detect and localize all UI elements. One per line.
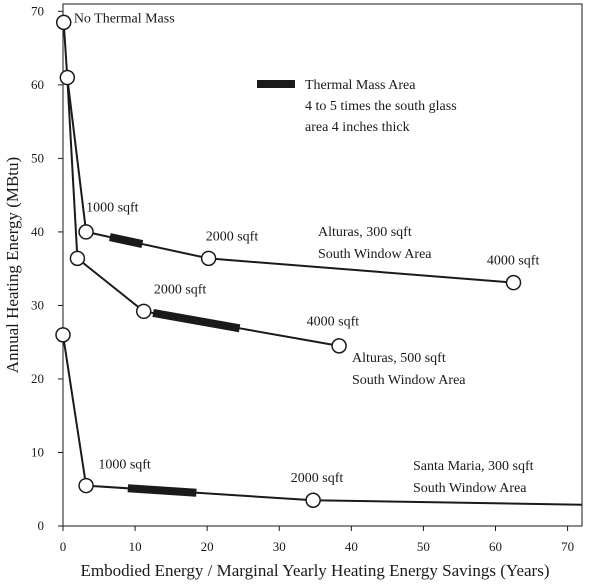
series-label-santa-maria-line2: South Window Area [413,481,527,496]
data-point-marker [78,224,94,240]
data-point-marker [305,492,321,509]
y-tick-label: 30 [31,297,44,312]
series-labels: Alturas, 300 sqft South Window Area Altu… [318,225,534,496]
x-tick-label: 70 [561,539,574,554]
y-tick-label: 60 [31,77,44,92]
thermal-mass-bar [127,484,197,497]
series-label-santa-maria-line1: Santa Maria, 300 sqft [413,459,534,474]
data-point-marker [135,303,152,320]
legend-note-line2: area 4 inches thick [305,120,410,135]
series-layer [55,14,583,509]
series-line [62,334,583,506]
thermal-mass-bar [152,309,241,333]
data-point-marker [69,250,86,267]
point-annotation: 1000 sqft [86,200,139,215]
y-tick-label: 20 [31,371,44,386]
data-point-marker [59,69,76,86]
annotation-layer: No Thermal Mass 1000 sqft 2000 sqft 4000 sq… [74,11,540,486]
series-0 [55,14,522,291]
x-axis-label: Embodied Energy / Marginal Yearly Heatin… [80,561,549,580]
point-annotation: 2000 sqft [154,283,207,298]
data-point-marker [200,250,217,267]
point-annotation: 4000 sqft [487,253,540,268]
data-point-marker [505,274,522,291]
plot-frame [62,3,583,527]
legend: Thermal Mass Area 4 to 5 times the south… [257,78,457,135]
data-point-marker [55,14,72,31]
x-tick-label: 20 [201,539,214,554]
series-2 [55,327,583,509]
y-tick-label: 0 [38,518,45,533]
x-tick-label: 60 [489,539,502,554]
point-annotation: 1000 sqft [98,458,151,473]
data-point-marker [55,327,71,343]
y-tick-label: 70 [31,3,44,18]
point-annotation: 4000 sqft [307,314,360,329]
x-tick-label: 40 [345,539,358,554]
series-1 [59,69,347,354]
x-tick-label: 50 [417,539,430,554]
y-tick-label: 10 [31,444,44,459]
point-annotation: 2000 sqft [291,471,344,486]
y-tick-label: 50 [31,150,44,165]
point-annotation: No Thermal Mass [74,11,175,26]
point-annotation: 2000 sqft [206,230,259,245]
y-axis-label: Annual Heating Energy (MBtu) [3,157,22,373]
x-tick-label: 30 [273,539,286,554]
legend-note-line1: 4 to 5 times the south glass [305,99,457,114]
legend-label: Thermal Mass Area [305,78,416,93]
series-line [66,77,340,347]
series-label-alturas-500-line1: Alturas, 500 sqft [352,351,446,366]
y-tick-label: 40 [31,224,44,239]
series-label-alturas-300-line1: Alturas, 300 sqft [318,225,412,240]
data-point-marker [78,477,94,494]
data-point-marker [331,338,347,354]
x-axis: 0 10 20 30 40 50 60 70 [60,526,574,554]
thermal-mass-bar [109,233,144,248]
x-tick-label: 0 [60,539,67,554]
y-axis: 0 10 20 30 40 50 60 70 [31,3,63,533]
series-label-alturas-300-line2: South Window Area [318,247,432,262]
x-tick-label: 10 [129,539,142,554]
series-label-alturas-500-line2: South Window Area [352,373,466,388]
